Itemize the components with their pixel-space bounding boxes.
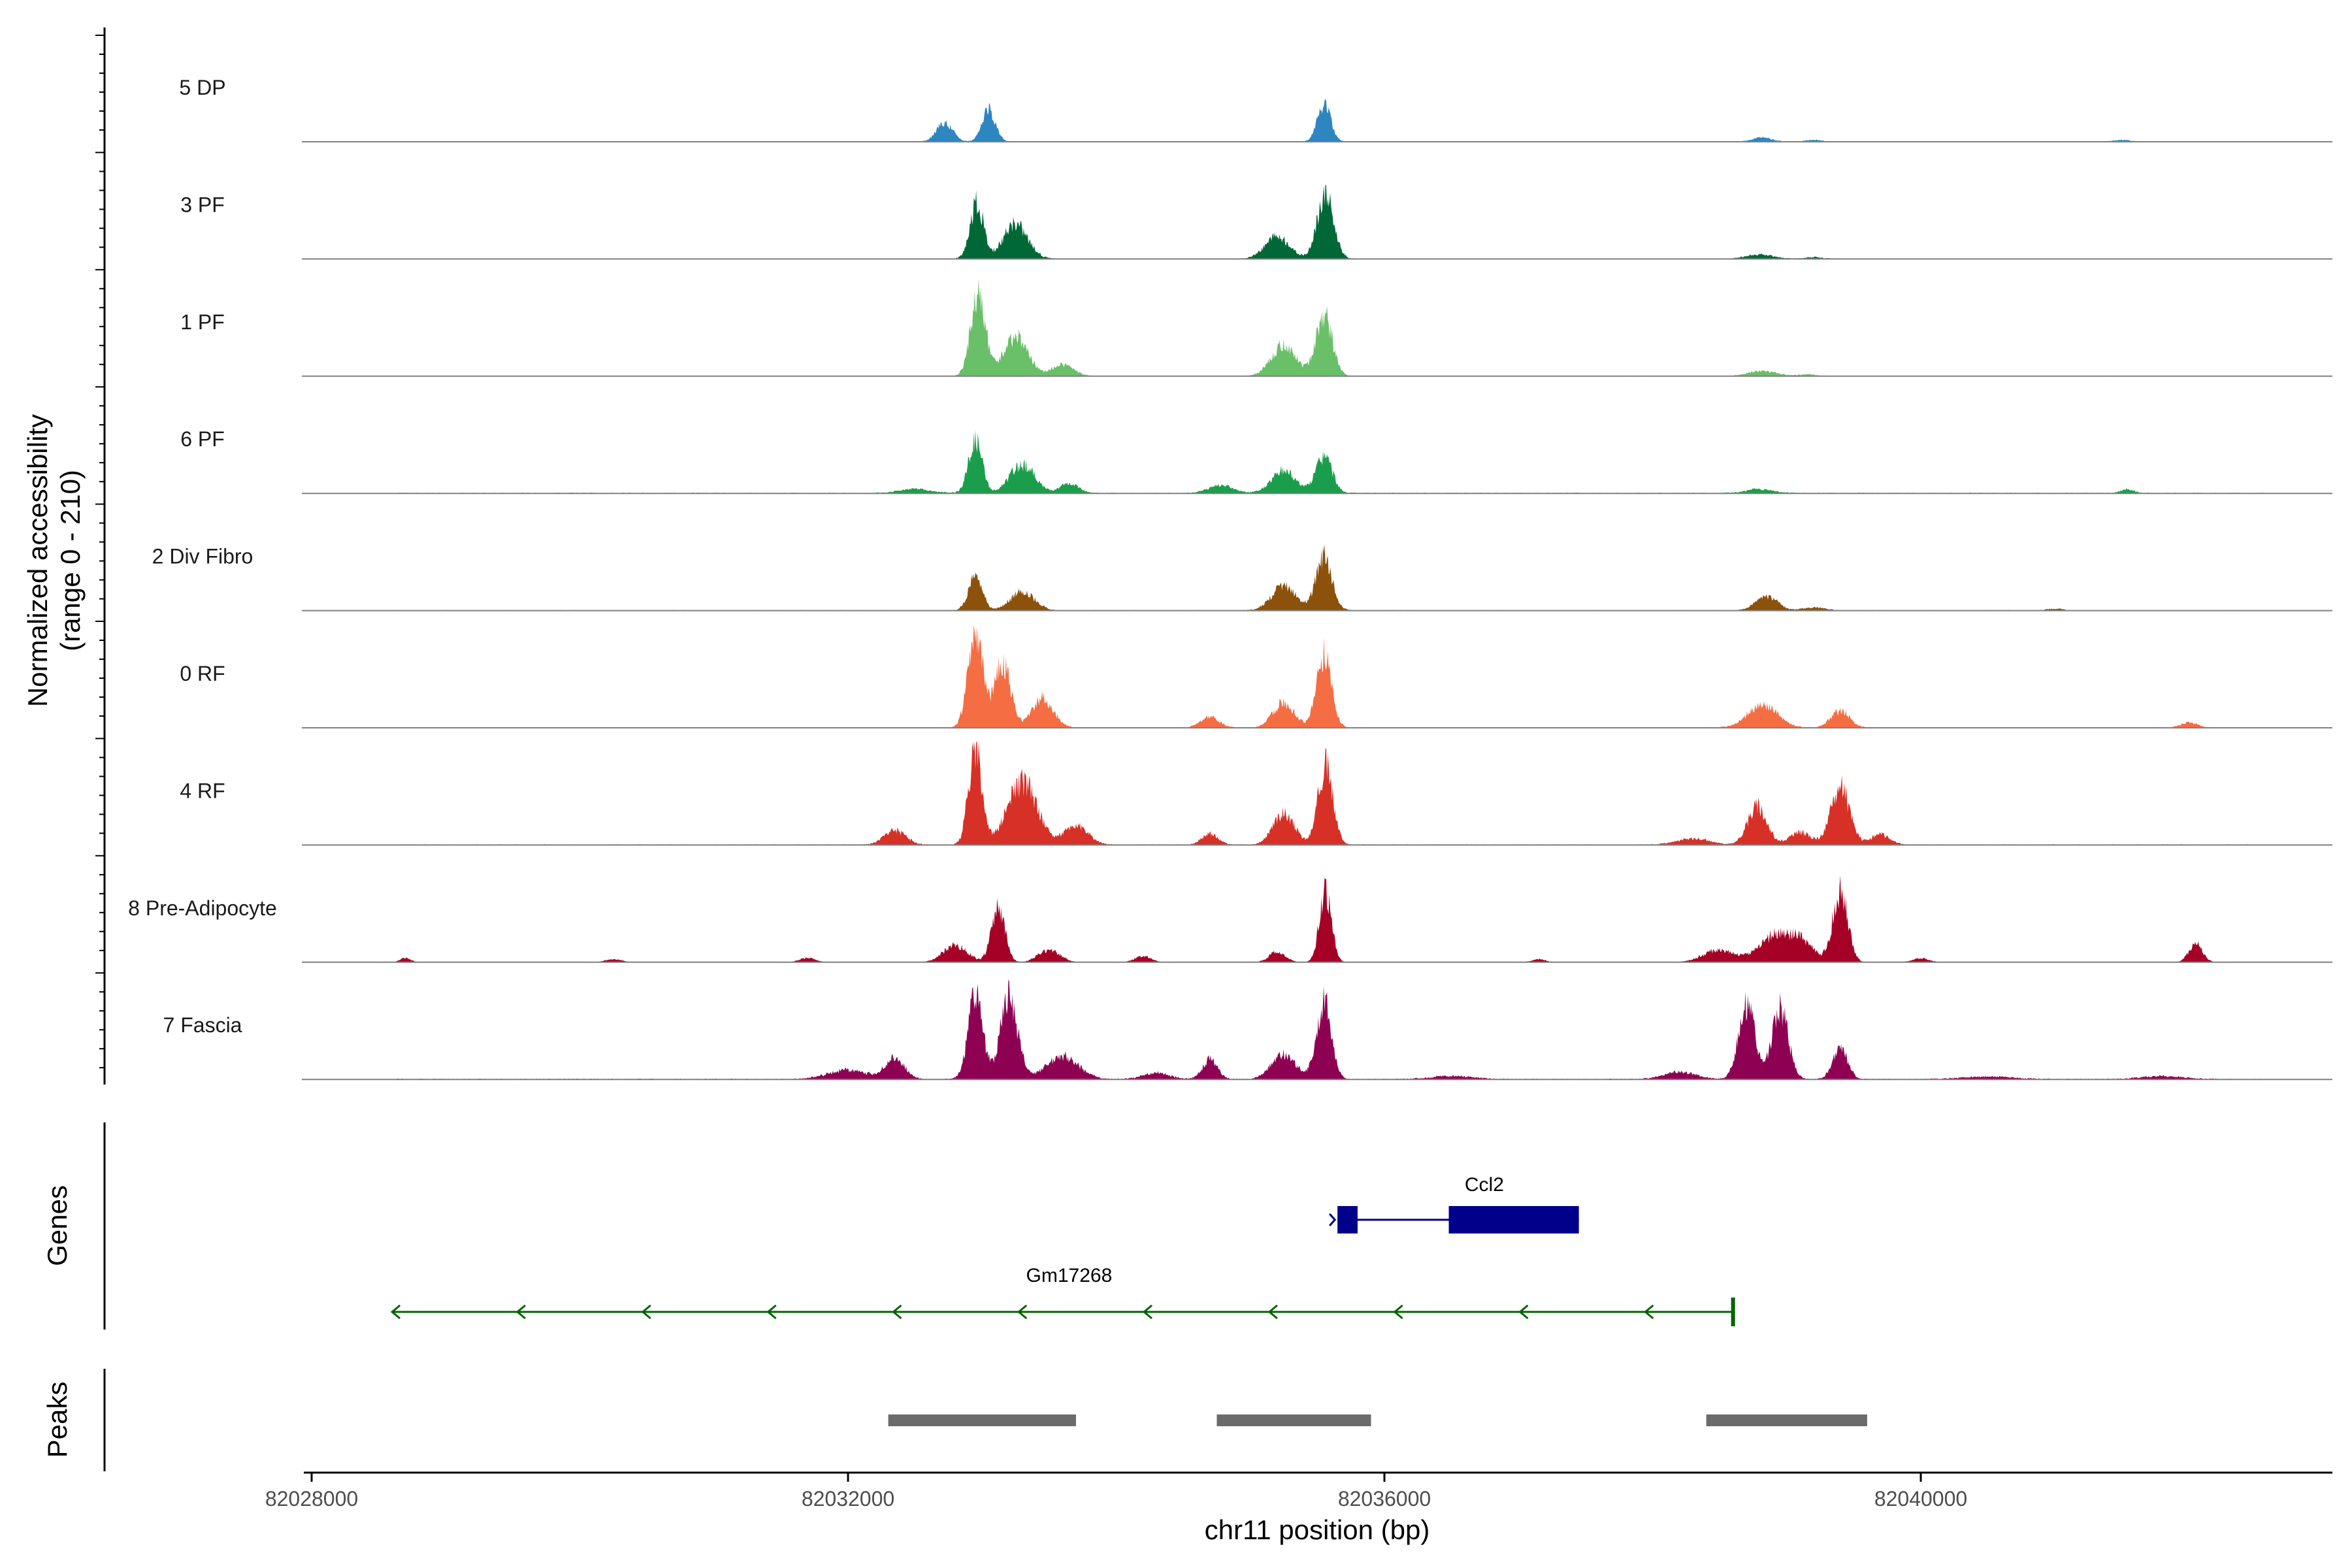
- track-label: 4 RF: [180, 779, 225, 802]
- coverage-area: [392, 875, 2270, 962]
- track-label: 8 Pre-Adipocyte: [128, 896, 277, 920]
- coverage-area: [392, 99, 2270, 142]
- gene-label: Ccl2: [1465, 1174, 1504, 1196]
- strand-arrow: [515, 1304, 526, 1320]
- track-label: 2 Div Fibro: [152, 545, 253, 568]
- strand-arrow: [1017, 1304, 1028, 1320]
- x-axis-title: chr11 position (bp): [1205, 1514, 1430, 1545]
- track-7: 8 Pre-Adipocyte: [128, 875, 2332, 963]
- strand-arrow: [892, 1304, 902, 1320]
- x-tick-label: 82036000: [1338, 1487, 1431, 1511]
- coverage-area: [392, 625, 2270, 728]
- x-tick-label: 82032000: [802, 1487, 894, 1511]
- track-label: 5 DP: [179, 76, 225, 99]
- gene-annotations: Ccl2 Gm17268: [390, 1174, 1735, 1326]
- track-label: 6 PF: [180, 427, 225, 451]
- strand-arrow: [1393, 1304, 1403, 1320]
- peak-region: [1217, 1414, 1371, 1426]
- strand-arrow: [1142, 1304, 1153, 1320]
- track-4: 2 Div Fibro: [152, 544, 2332, 612]
- track-2: 1 PF: [180, 278, 2332, 377]
- peaks-track-label: Peaks: [42, 1382, 73, 1458]
- track-label: 0 RF: [180, 662, 225, 685]
- track-8: 7 Fascia: [163, 979, 2332, 1081]
- x-tick-label: 82028000: [265, 1487, 358, 1511]
- track-label: 7 Fascia: [163, 1013, 242, 1037]
- strand-arrow: [390, 1304, 401, 1320]
- coverage-area: [392, 544, 2270, 611]
- track-label: 1 PF: [180, 310, 225, 334]
- gene-ccl2: Ccl2: [1329, 1174, 1579, 1233]
- track-0: 5 DP: [179, 76, 2332, 142]
- y-axis-range: (range 0 - 210): [55, 470, 86, 651]
- coverage-tracks: 5 DP 3 PF 1 PF 6 PF 2 Div Fibro 0 RF 4 RF 8 Pre…: [128, 76, 2332, 1081]
- peak-region: [888, 1414, 1076, 1426]
- x-tick-label: 82040000: [1874, 1487, 1967, 1511]
- x-axis-ticks: 82028000 82032000 82036000 82040000: [265, 1473, 1967, 1511]
- genes-track-label: Genes: [42, 1185, 73, 1266]
- strand-arrow: [1329, 1213, 1337, 1226]
- coverage-area: [392, 979, 2270, 1080]
- gene-exon: [1448, 1206, 1579, 1233]
- track-3: 6 PF: [180, 427, 2332, 495]
- peak-region: [1706, 1414, 1867, 1426]
- y-axis-title: Normalized accessibility: [22, 414, 53, 707]
- track-6: 4 RF: [180, 742, 2332, 846]
- strand-arrow: [1644, 1304, 1654, 1320]
- track-5: 0 RF: [180, 625, 2332, 728]
- gene-exon: [1337, 1206, 1358, 1233]
- peak-regions: [888, 1414, 1867, 1426]
- track-label: 3 PF: [180, 193, 225, 216]
- strand-arrow: [1518, 1304, 1529, 1320]
- track-1: 3 PF: [180, 184, 2332, 260]
- gene-label: Gm17268: [1026, 1265, 1113, 1286]
- strand-arrow: [1267, 1304, 1278, 1320]
- y-axis-ticks: [95, 35, 105, 1069]
- coverage-area: [392, 742, 2270, 845]
- coverage-area: [392, 429, 2270, 494]
- strand-arrow: [766, 1304, 777, 1320]
- gene-gm17268: Gm17268: [390, 1265, 1735, 1326]
- coverage-area: [392, 278, 2270, 376]
- strand-arrow: [641, 1304, 651, 1320]
- coverage-area: [392, 184, 2270, 259]
